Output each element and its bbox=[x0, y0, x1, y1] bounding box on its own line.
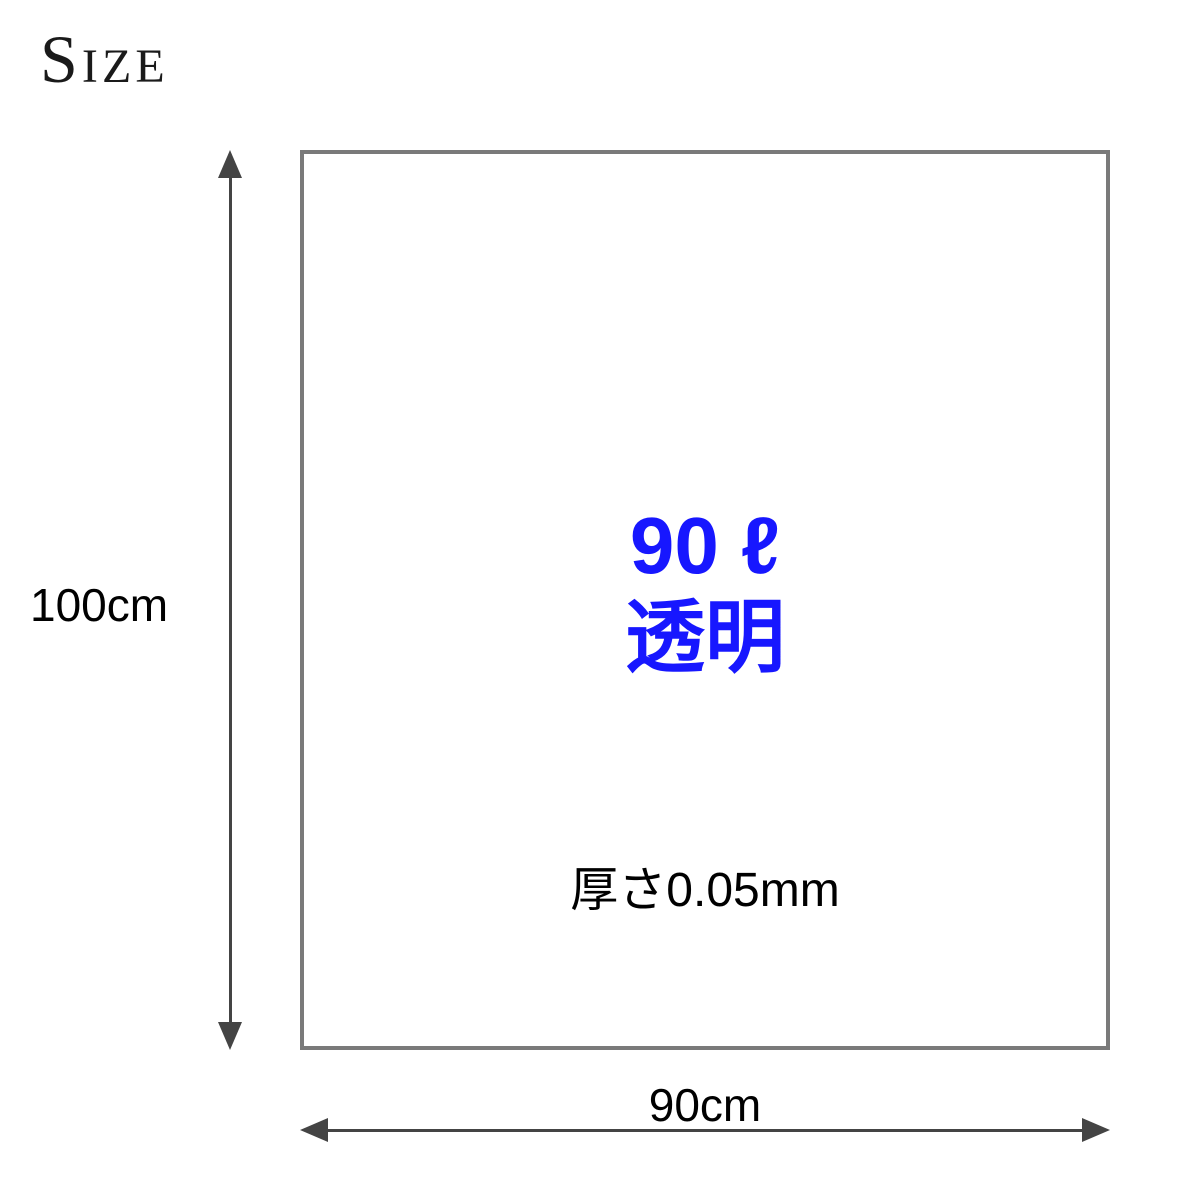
height-arrowhead-up-icon bbox=[218, 150, 242, 178]
thickness-text: 厚さ0.05mm bbox=[570, 850, 839, 920]
capacity-line1: 90 ℓ bbox=[625, 500, 785, 592]
section-title: Size bbox=[40, 20, 169, 99]
height-arrow-line bbox=[229, 178, 232, 1022]
height-arrowhead-down-icon bbox=[218, 1022, 242, 1050]
width-arrowhead-right-icon bbox=[1082, 1118, 1110, 1142]
height-label: 100cm bbox=[30, 578, 168, 632]
width-label: 90cm bbox=[649, 1078, 761, 1132]
capacity-text: 90 ℓ 透明 bbox=[625, 500, 785, 684]
width-arrowhead-left-icon bbox=[300, 1118, 328, 1142]
capacity-line2: 透明 bbox=[625, 592, 785, 684]
